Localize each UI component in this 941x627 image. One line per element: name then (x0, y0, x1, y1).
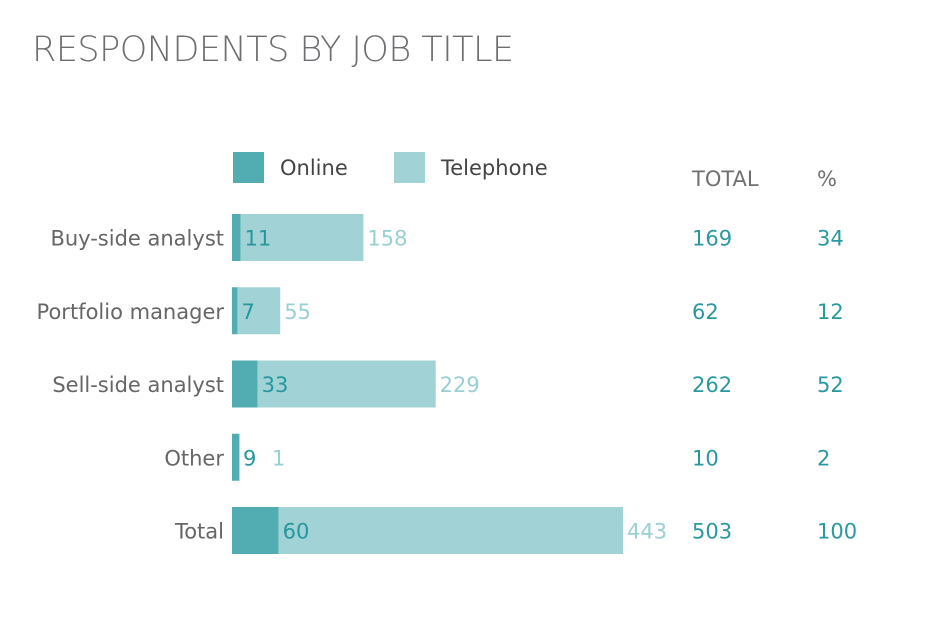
chart-title: RESPONDENTS BY JOB TITLE (32, 30, 514, 70)
total-value: 262 (692, 373, 732, 397)
category-label: Buy-side analyst (50, 227, 224, 251)
category-label: Other (164, 446, 224, 470)
data-label-telephone: 229 (440, 373, 480, 397)
percent-value: 52 (817, 373, 844, 397)
bar-online (232, 507, 279, 554)
percent-value: 2 (817, 446, 830, 470)
total-value: 169 (692, 227, 732, 251)
bar-telephone (238, 433, 240, 481)
total-value: 503 (692, 520, 732, 544)
percent-value: 34 (817, 227, 844, 251)
data-label-online: 60 (283, 520, 310, 544)
bar-telephone (257, 360, 436, 408)
data-label-online: 33 (262, 373, 289, 397)
data-label-online: 9 (243, 446, 256, 470)
total-value: 10 (692, 446, 719, 470)
data-label-online: 11 (245, 227, 272, 251)
category-label: Sell-side analyst (52, 373, 224, 397)
data-label-telephone: 158 (367, 227, 407, 251)
legend-label-online: Online (280, 156, 348, 180)
column-header-total: TOTAL (691, 167, 759, 191)
data-label-telephone: 1 (272, 446, 285, 470)
bar-telephone (240, 214, 364, 261)
data-label-telephone: 55 (284, 300, 311, 324)
bar-telephone (278, 507, 623, 554)
legend-swatch-telephone (394, 152, 425, 183)
percent-value: 12 (817, 300, 844, 324)
total-value: 62 (692, 300, 719, 324)
bar-online (232, 287, 238, 335)
category-label: Portfolio manager (37, 300, 225, 324)
percent-value: 100 (817, 520, 857, 544)
data-label-online: 7 (241, 300, 254, 324)
legend-label-telephone: Telephone (440, 156, 548, 180)
data-label-telephone: 443 (627, 520, 667, 544)
column-header-percent: % (817, 167, 837, 191)
legend: Online Telephone (233, 152, 548, 183)
table-headers: TOTAL % (691, 167, 837, 191)
bar-telephone (237, 287, 281, 335)
bar-online (232, 214, 241, 261)
bar-online (232, 360, 258, 408)
legend-swatch-online (233, 152, 264, 183)
bar-rows: Buy-side analyst 11 158 169 34 Portfolio mana… (37, 214, 857, 554)
bar-online (232, 433, 239, 481)
category-label: Total (174, 520, 224, 544)
